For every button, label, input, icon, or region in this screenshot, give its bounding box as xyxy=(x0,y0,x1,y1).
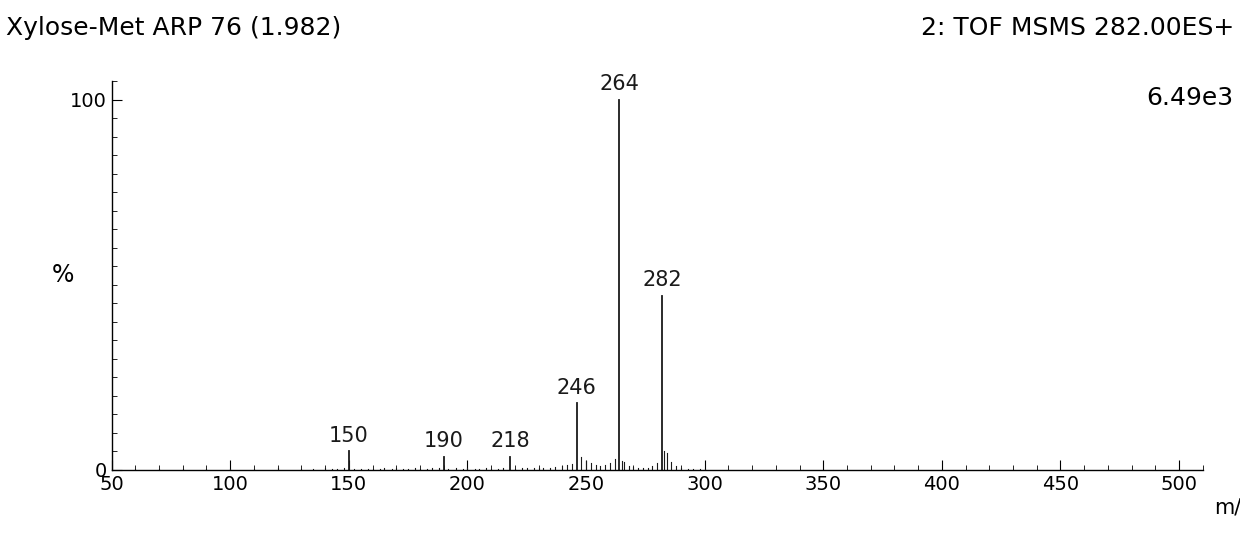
Text: 264: 264 xyxy=(599,74,639,94)
Text: 190: 190 xyxy=(424,431,464,451)
Text: 246: 246 xyxy=(557,377,596,397)
Text: 2: TOF MSMS 282.00ES+: 2: TOF MSMS 282.00ES+ xyxy=(920,16,1234,40)
Text: 150: 150 xyxy=(329,426,368,446)
Text: %: % xyxy=(51,264,73,287)
Text: 218: 218 xyxy=(490,431,529,451)
Text: 6.49e3: 6.49e3 xyxy=(1147,86,1234,110)
Text: Xylose-Met ARP 76 (1.982): Xylose-Met ARP 76 (1.982) xyxy=(6,16,341,40)
Text: m/z: m/z xyxy=(1214,497,1240,517)
Text: 282: 282 xyxy=(642,270,682,290)
